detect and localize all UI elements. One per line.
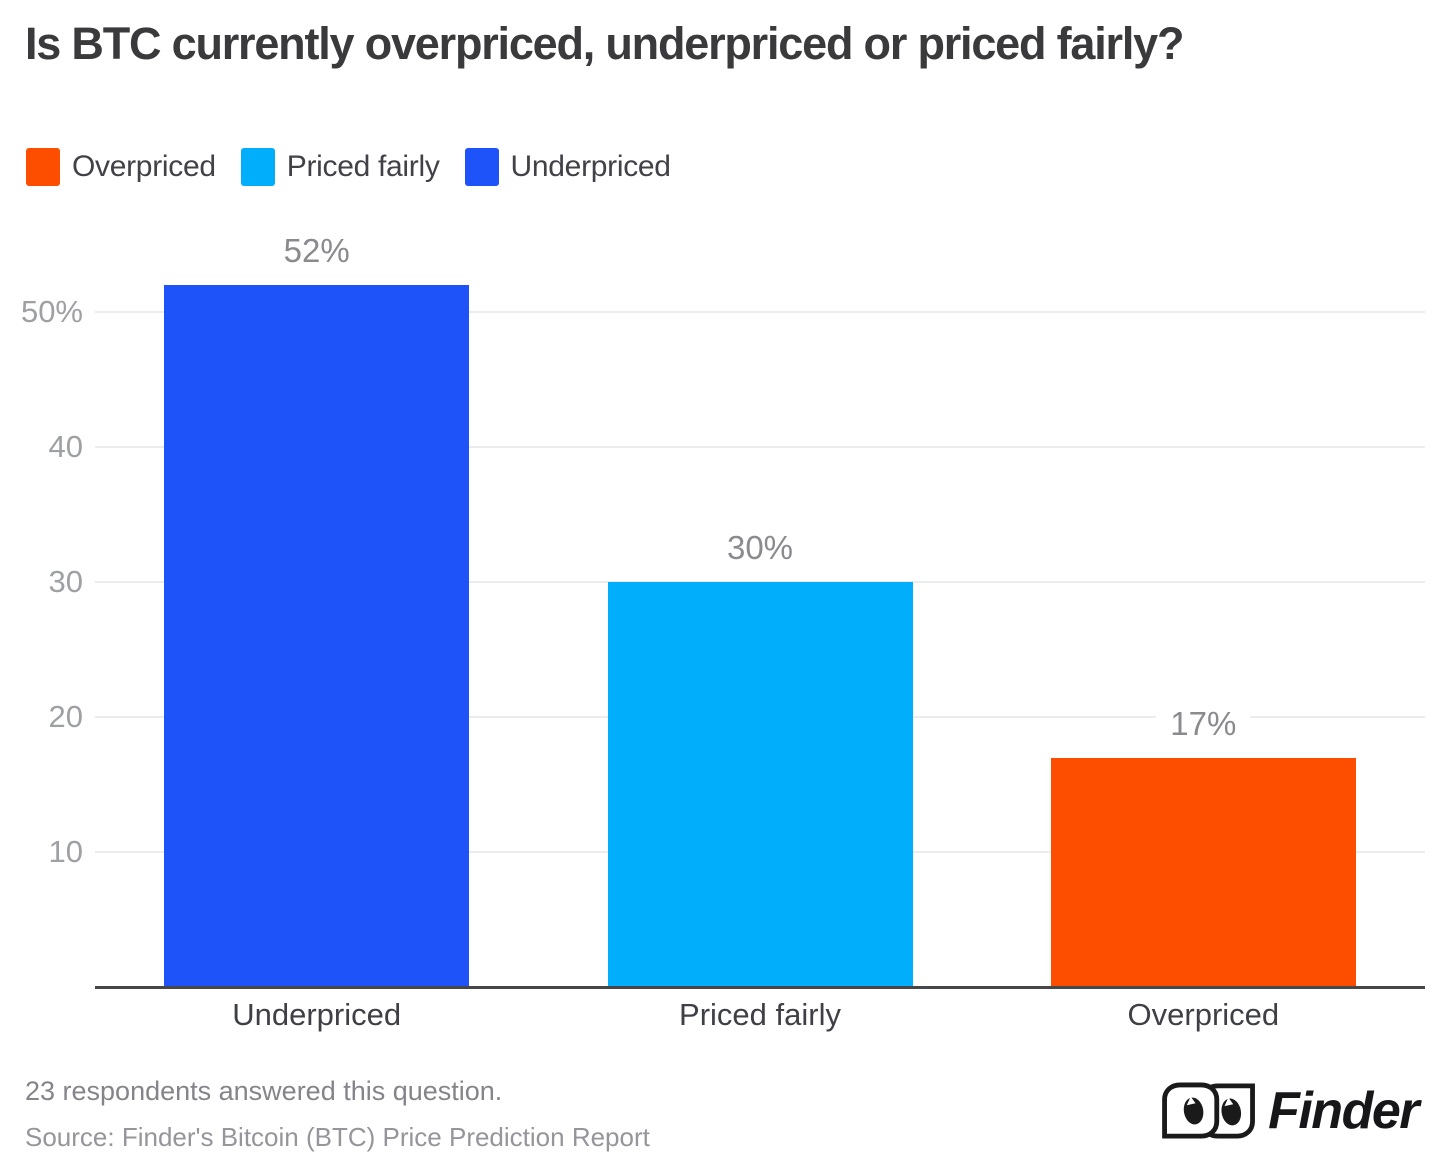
chart-title: Is BTC currently overpriced, underpriced… — [25, 18, 1184, 69]
y-tick-label: 40 — [48, 429, 83, 464]
finder-logo: Finder — [1160, 1081, 1419, 1141]
y-tick-label: 30 — [48, 564, 83, 599]
source-note: Source: Finder's Bitcoin (BTC) Price Pre… — [25, 1122, 650, 1152]
x-axis-label: Overpriced — [1127, 997, 1280, 1032]
legend-swatch-icon — [240, 148, 275, 186]
bar-priced-fairly — [607, 582, 913, 987]
bar-overpriced — [1050, 757, 1356, 987]
legend-label: Priced fairly — [286, 150, 440, 183]
legend-swatch-icon — [464, 148, 499, 186]
bar-chart-plot: 10 20 30 40 50% 52% Underpriced 30% Priced fairl… — [21, 233, 1425, 1032]
x-axis-line — [95, 985, 1425, 989]
legend-item: Overpriced — [26, 148, 216, 186]
chart-legend: Overpriced Priced fairly Underpriced — [26, 148, 671, 186]
x-axis-label: Underpriced — [232, 997, 402, 1032]
respondents-note: 23 respondents answered this question. — [25, 1076, 503, 1106]
y-tick-label: 50% — [20, 294, 83, 329]
gridline — [95, 446, 1425, 448]
y-tick-label: 20 — [48, 699, 83, 734]
chart-footer: 23 respondents answered this question. S… — [25, 1076, 650, 1153]
gridline — [95, 311, 1425, 313]
finder-eyes-icon — [1162, 1082, 1256, 1139]
bar-value-label: 17% — [1156, 705, 1251, 742]
legend-item: Underpriced — [464, 148, 671, 186]
legend-item: Priced fairly — [240, 148, 440, 186]
bar-underpriced — [164, 285, 470, 987]
legend-label: Overpriced — [72, 150, 216, 183]
bar-value-label: 30% — [712, 530, 808, 566]
legend-label: Underpriced — [510, 150, 671, 183]
bar-value-label: 52% — [269, 233, 364, 269]
finder-logo-text: Finder — [1268, 1082, 1419, 1140]
x-axis-label: Priced fairly — [679, 997, 841, 1032]
legend-swatch-icon — [26, 148, 60, 186]
y-tick-label: 10 — [48, 834, 83, 869]
